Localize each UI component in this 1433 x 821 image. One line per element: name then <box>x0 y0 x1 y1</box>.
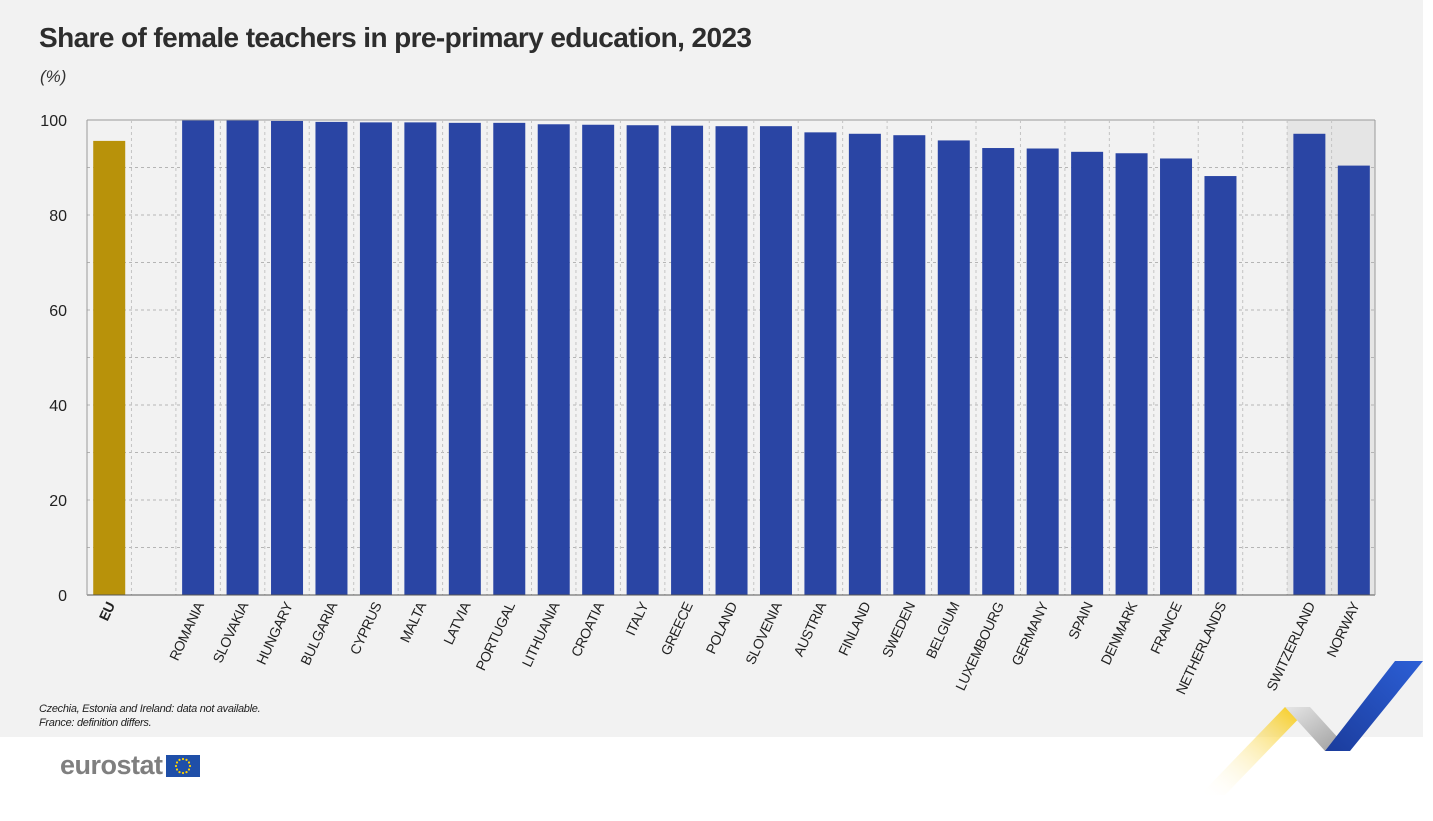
x-tick-label: FRANCE <box>1147 599 1185 656</box>
x-tick-label: CROATIA <box>568 599 608 660</box>
x-tick-label: DENMARK <box>1097 599 1140 668</box>
bar-cyprus <box>359 122 392 595</box>
x-tick-label: BULGARIA <box>297 599 341 668</box>
bar-belgium <box>937 140 970 596</box>
footnote: France: definition differs. <box>39 717 152 729</box>
footnote: Czechia, Estonia and Ireland: data not a… <box>39 703 261 715</box>
bar-malta <box>404 122 437 595</box>
bar-hungary <box>271 120 304 595</box>
x-tick-label: SPAIN <box>1065 600 1096 642</box>
x-tick-label: LUXEMBOURG <box>952 600 1007 693</box>
bar-austria <box>804 132 837 595</box>
bar-slovenia <box>759 126 792 596</box>
bar-sweden <box>893 135 926 595</box>
bar-lithuania <box>537 124 570 596</box>
x-tick-label: MALTA <box>397 599 430 645</box>
y-tick-label: 20 <box>49 493 67 510</box>
bar-netherlands <box>1204 176 1237 596</box>
bar-poland <box>715 126 748 596</box>
logo-text: eurostat <box>60 750 163 780</box>
x-tick-label: FINLAND <box>835 599 874 658</box>
bar-bulgaria <box>315 121 348 596</box>
y-tick-label: 40 <box>49 398 67 415</box>
x-tick-label: LATVIA <box>440 599 474 647</box>
x-tick-label: SLOVAKIA <box>209 599 251 666</box>
bar-chart: 0 20 40 60 80 100 EU ROMANIA SLOVAKIA HUNGARY BUL… <box>40 113 1376 697</box>
x-tick-label: ROMANIA <box>166 599 207 663</box>
x-tick-label: SLOVENIA <box>742 599 785 667</box>
x-tick-label: PORTUGAL <box>472 599 518 673</box>
category-labels: EU ROMANIA SLOVAKIA HUNGARY BULGARIA CYPRUS MA… <box>96 599 1363 697</box>
bar-portugal <box>493 122 526 595</box>
x-tick-label: EU <box>96 599 119 623</box>
y-tick-label: 0 <box>58 588 67 605</box>
bar-croatia <box>582 124 615 595</box>
bars <box>93 120 1370 596</box>
bar-finland <box>848 133 881 595</box>
eu-flag-icon <box>165 754 200 777</box>
bar-switzerland <box>1293 133 1326 595</box>
bar-spain <box>1071 151 1104 595</box>
bar-germany <box>1026 148 1059 595</box>
x-tick-label: BELGIUM <box>923 600 963 661</box>
bar-greece <box>671 125 704 595</box>
eurostat-logo: eurostat <box>60 750 200 781</box>
chart-unit: (%) <box>40 67 67 86</box>
x-tick-label: CYPRUS <box>346 599 384 657</box>
x-tick-label: GERMANY <box>1008 599 1052 668</box>
bar-slovakia <box>226 120 259 595</box>
decorative-stripes <box>1200 661 1423 795</box>
x-tick-label: SWEDEN <box>879 600 918 660</box>
y-tick-label: 80 <box>49 208 67 225</box>
bar-latvia <box>448 122 481 595</box>
bar-eu <box>93 140 126 595</box>
y-tick-label: 60 <box>49 303 67 320</box>
x-tick-label: NORWAY <box>1323 599 1363 660</box>
bar-france <box>1160 158 1193 595</box>
bar-denmark <box>1115 153 1148 595</box>
bar-norway <box>1337 165 1370 595</box>
bar-luxembourg <box>982 148 1015 595</box>
chart-title: Share of female teachers in pre-primary … <box>39 22 752 53</box>
x-tick-label: LITHUANIA <box>519 599 563 670</box>
bar-italy <box>626 125 659 595</box>
x-tick-label: HUNGARY <box>253 599 296 667</box>
axes: 0 20 40 60 80 100 <box>40 113 1376 605</box>
x-tick-label: AUSTRIA <box>790 599 829 659</box>
x-tick-label: GREECE <box>657 599 695 657</box>
x-tick-label: POLAND <box>702 599 740 656</box>
bar-romania <box>182 120 215 595</box>
x-tick-label: ITALY <box>622 599 652 638</box>
footnotes: Czechia, Estonia and Ireland: data not a… <box>39 702 261 730</box>
y-tick-label: 100 <box>40 113 67 130</box>
